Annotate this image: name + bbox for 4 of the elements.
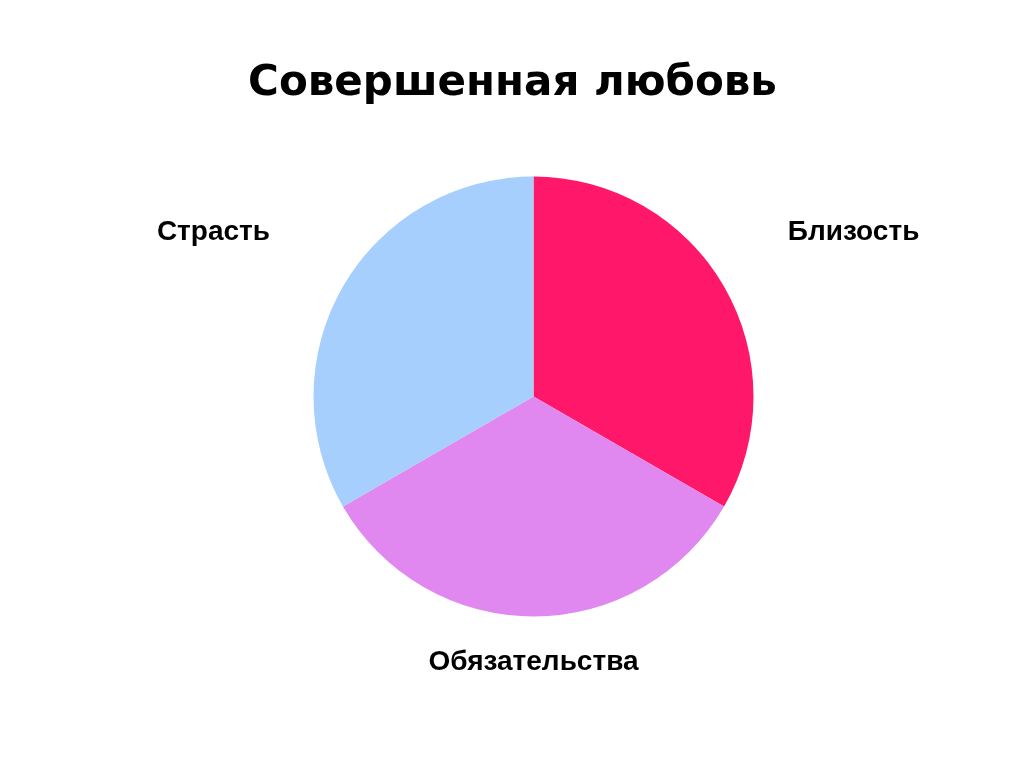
slice-label: Страсть <box>156 214 270 246</box>
chart-title: Совершенная любовь <box>248 56 777 105</box>
slice-label: Близость <box>787 214 920 246</box>
slice-label: Обязательства <box>428 645 639 676</box>
